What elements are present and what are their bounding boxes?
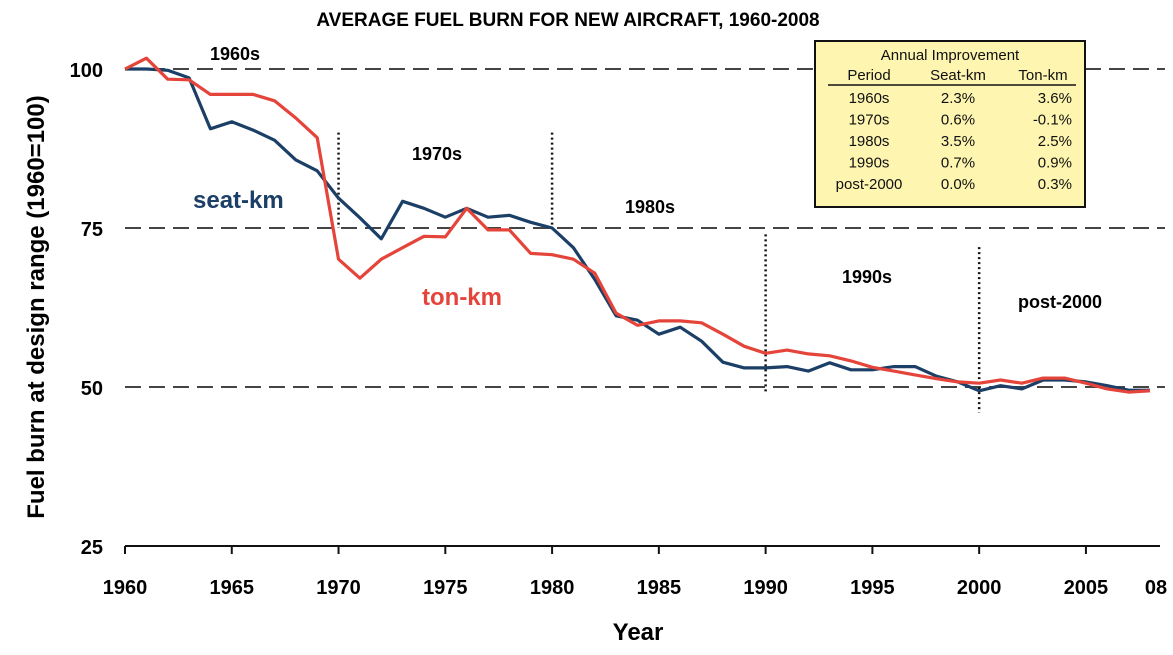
x-tick-label: 2000 — [957, 577, 1002, 599]
table-background — [814, 40, 1086, 208]
x-tick-label: 1980 — [530, 577, 575, 599]
table-header-period: Period — [847, 67, 890, 84]
table-row: post-2000 0.0% 0.3% — [836, 176, 1072, 193]
period-label-1990s: 1990s — [842, 267, 892, 287]
table-cell-ton-km: -0.1% — [1033, 112, 1072, 129]
x-tick-label: 1960 — [103, 577, 148, 599]
table-row: 1990s 0.7% 0.9% — [849, 155, 1072, 172]
period-label-1980s: 1980s — [625, 197, 675, 217]
seat-km-label: seat-km — [193, 187, 284, 214]
chart-title: AVERAGE FUEL BURN FOR NEW AIRCRAFT, 1960… — [316, 10, 819, 31]
x-tick-label: 2005 — [1064, 577, 1109, 599]
x-tick-label: 1995 — [850, 577, 895, 599]
x-tick-label: 08 — [1145, 577, 1167, 599]
x-tick-label: 1970 — [316, 577, 361, 599]
table-cell-period: 1990s — [849, 155, 890, 172]
table-cell-period: 1970s — [849, 112, 890, 129]
x-tick-label: 1975 — [423, 577, 468, 599]
y-tick-label: 100 — [70, 60, 103, 82]
x-tick-label: 1965 — [210, 577, 255, 599]
annual-improvement-table: Annual Improvement Period Seat-km Ton-km… — [814, 40, 1086, 208]
table-row: 1970s 0.6% -0.1% — [849, 112, 1072, 129]
table-cell-ton-km: 0.9% — [1038, 155, 1072, 172]
table-cell-ton-km: 2.5% — [1038, 133, 1072, 150]
x-tick-label: 1985 — [637, 577, 682, 599]
y-axis-label: Fuel burn at design range (1960=100) — [23, 95, 50, 518]
y-tick-label: 25 — [81, 537, 103, 559]
table-header-seat-km: Seat-km — [930, 67, 986, 84]
period-label-1960s: 1960s — [210, 44, 260, 64]
table-cell-period: post-2000 — [836, 176, 903, 193]
table-cell-ton-km: 0.3% — [1038, 176, 1072, 193]
table-cell-seat-km: 3.5% — [941, 133, 975, 150]
table-cell-seat-km: 2.3% — [941, 90, 975, 107]
table-cell-seat-km: 0.7% — [941, 155, 975, 172]
table-header-ton-km: Ton-km — [1018, 67, 1067, 84]
table-row: 1960s 2.3% 3.6% — [849, 90, 1072, 107]
table-title: Annual Improvement — [881, 47, 1020, 64]
table-cell-period: 1960s — [849, 90, 890, 107]
table-cell-ton-km: 3.6% — [1038, 90, 1072, 107]
y-tick-label: 50 — [81, 378, 103, 400]
ton-km-label: ton-km — [422, 284, 502, 311]
period-label-post-2000: post-2000 — [1018, 292, 1102, 312]
period-label-1970s: 1970s — [412, 144, 462, 164]
table-cell-period: 1980s — [849, 133, 890, 150]
table-cell-seat-km: 0.0% — [941, 176, 975, 193]
y-tick-label: 75 — [81, 219, 103, 241]
table-cell-seat-km: 0.6% — [941, 112, 975, 129]
table-row: 1980s 3.5% 2.5% — [849, 133, 1072, 150]
x-axis-label: Year — [613, 619, 664, 646]
x-tick-label: 1990 — [743, 577, 788, 599]
